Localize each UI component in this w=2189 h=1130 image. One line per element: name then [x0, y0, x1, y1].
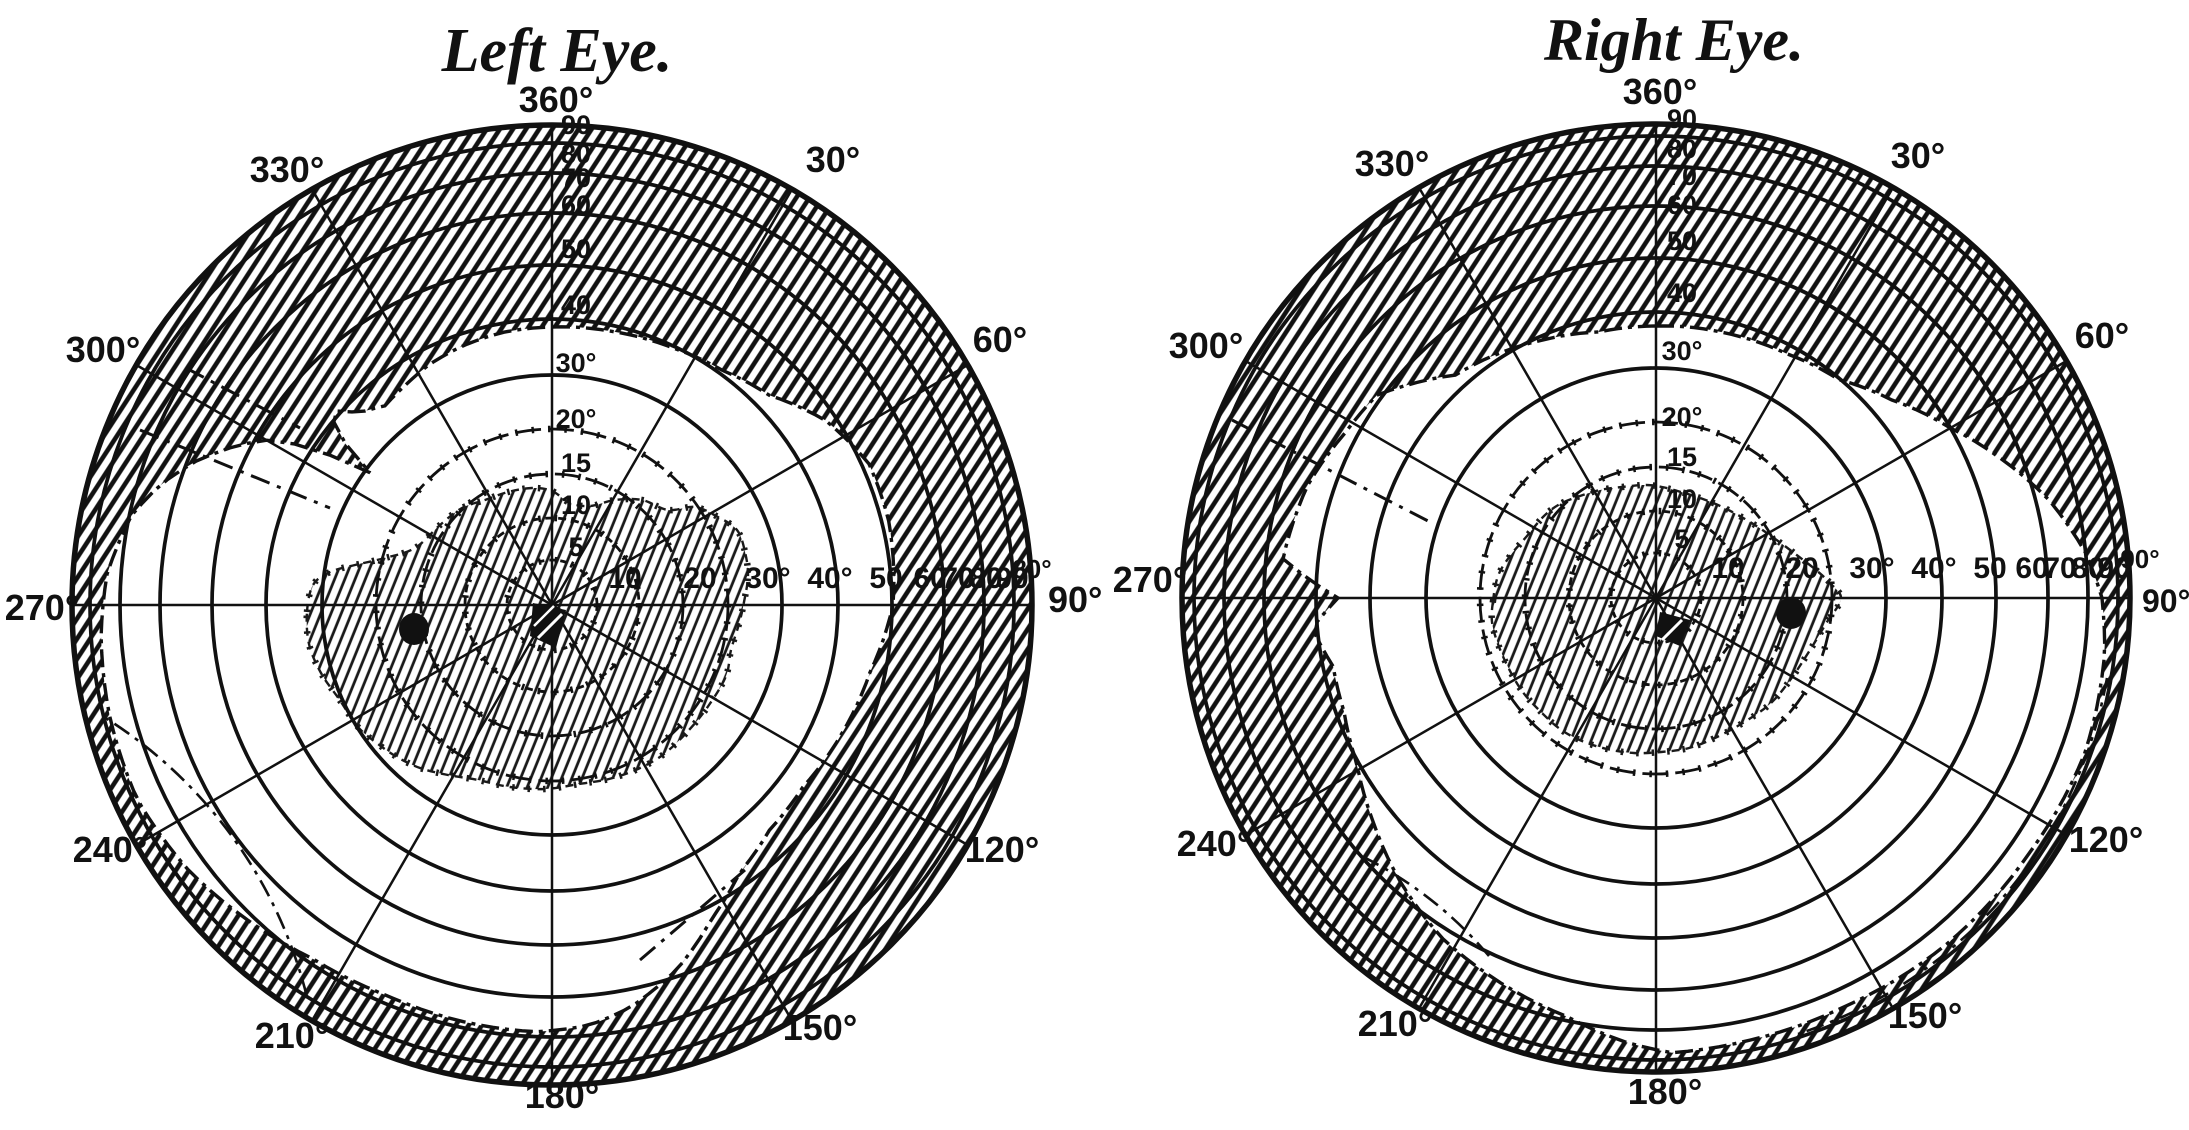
- svg-text:60°: 60°: [973, 319, 1027, 360]
- svg-text:210°: 210°: [255, 1015, 329, 1056]
- svg-text:60: 60: [1667, 190, 1697, 220]
- svg-text:150°: 150°: [783, 1007, 857, 1048]
- svg-text:300°: 300°: [66, 329, 140, 370]
- svg-text:10: 10: [608, 562, 641, 595]
- svg-text:90°: 90°: [1048, 579, 1102, 620]
- svg-text:50: 50: [1973, 552, 2006, 585]
- svg-text:60: 60: [913, 562, 946, 595]
- svg-text:70: 70: [561, 163, 591, 193]
- svg-text:5: 5: [1674, 524, 1689, 554]
- svg-text:30°: 30°: [1849, 552, 1894, 585]
- svg-text:120°: 120°: [965, 829, 1039, 870]
- svg-text:20: 20: [683, 562, 716, 595]
- svg-text:60°: 60°: [2075, 315, 2129, 356]
- svg-text:15: 15: [561, 448, 591, 478]
- svg-text:120°: 120°: [2069, 819, 2143, 860]
- svg-text:240°: 240°: [73, 829, 147, 870]
- svg-text:15: 15: [1667, 442, 1697, 472]
- svg-text:270°: 270°: [1113, 559, 1187, 600]
- svg-text:80°: 80°: [1012, 554, 1051, 584]
- svg-text:270°: 270°: [5, 587, 79, 628]
- svg-text:40°: 40°: [1911, 552, 1956, 585]
- svg-text:30°: 30°: [1662, 336, 1703, 366]
- svg-text:10: 10: [1667, 484, 1697, 514]
- svg-text:90: 90: [561, 110, 591, 140]
- svg-text:70: 70: [1667, 161, 1697, 191]
- svg-text:40: 40: [1667, 278, 1697, 308]
- svg-text:40°: 40°: [807, 562, 852, 595]
- svg-text:90°: 90°: [2120, 544, 2159, 574]
- svg-text:10: 10: [561, 490, 591, 520]
- svg-text:70: 70: [941, 562, 974, 595]
- svg-text:20°: 20°: [556, 404, 597, 434]
- svg-text:30°: 30°: [745, 562, 790, 595]
- svg-text:10: 10: [1711, 552, 1744, 585]
- svg-text:90: 90: [1667, 104, 1697, 134]
- svg-text:210°: 210°: [1358, 1003, 1432, 1044]
- svg-text:20: 20: [1785, 552, 1818, 585]
- svg-text:60: 60: [561, 190, 591, 220]
- svg-text:240°: 240°: [1177, 823, 1251, 864]
- svg-text:Left Eye.: Left Eye.: [441, 17, 673, 85]
- svg-text:180°: 180°: [1628, 1071, 1702, 1112]
- svg-text:50: 50: [869, 562, 902, 595]
- svg-text:80: 80: [561, 139, 591, 169]
- svg-text:300°: 300°: [1169, 325, 1243, 366]
- svg-text:180°: 180°: [525, 1075, 599, 1116]
- svg-text:30°: 30°: [1891, 135, 1945, 176]
- svg-text:360°: 360°: [1623, 71, 1697, 112]
- svg-text:50: 50: [561, 234, 591, 264]
- svg-text:90: 90: [2097, 552, 2130, 585]
- svg-text:70: 70: [2043, 552, 2076, 585]
- svg-text:80: 80: [2071, 552, 2104, 585]
- svg-text:40: 40: [561, 290, 591, 320]
- svg-text:90°: 90°: [2142, 583, 2189, 619]
- svg-text:90: 90: [995, 562, 1028, 595]
- svg-text:Right Eye.: Right Eye.: [1543, 7, 1804, 73]
- svg-text:30°: 30°: [556, 348, 597, 378]
- svg-text:330°: 330°: [250, 149, 324, 190]
- svg-text:30°: 30°: [806, 139, 860, 180]
- svg-text:330°: 330°: [1355, 143, 1429, 184]
- svg-text:50: 50: [1667, 226, 1697, 256]
- svg-text:360°: 360°: [519, 79, 593, 120]
- svg-text:5: 5: [568, 532, 583, 562]
- svg-text:80: 80: [969, 562, 1002, 595]
- svg-text:20°: 20°: [1662, 402, 1703, 432]
- svg-text:80: 80: [1667, 134, 1697, 164]
- svg-text:150°: 150°: [1888, 995, 1962, 1036]
- svg-text:60: 60: [2015, 552, 2048, 585]
